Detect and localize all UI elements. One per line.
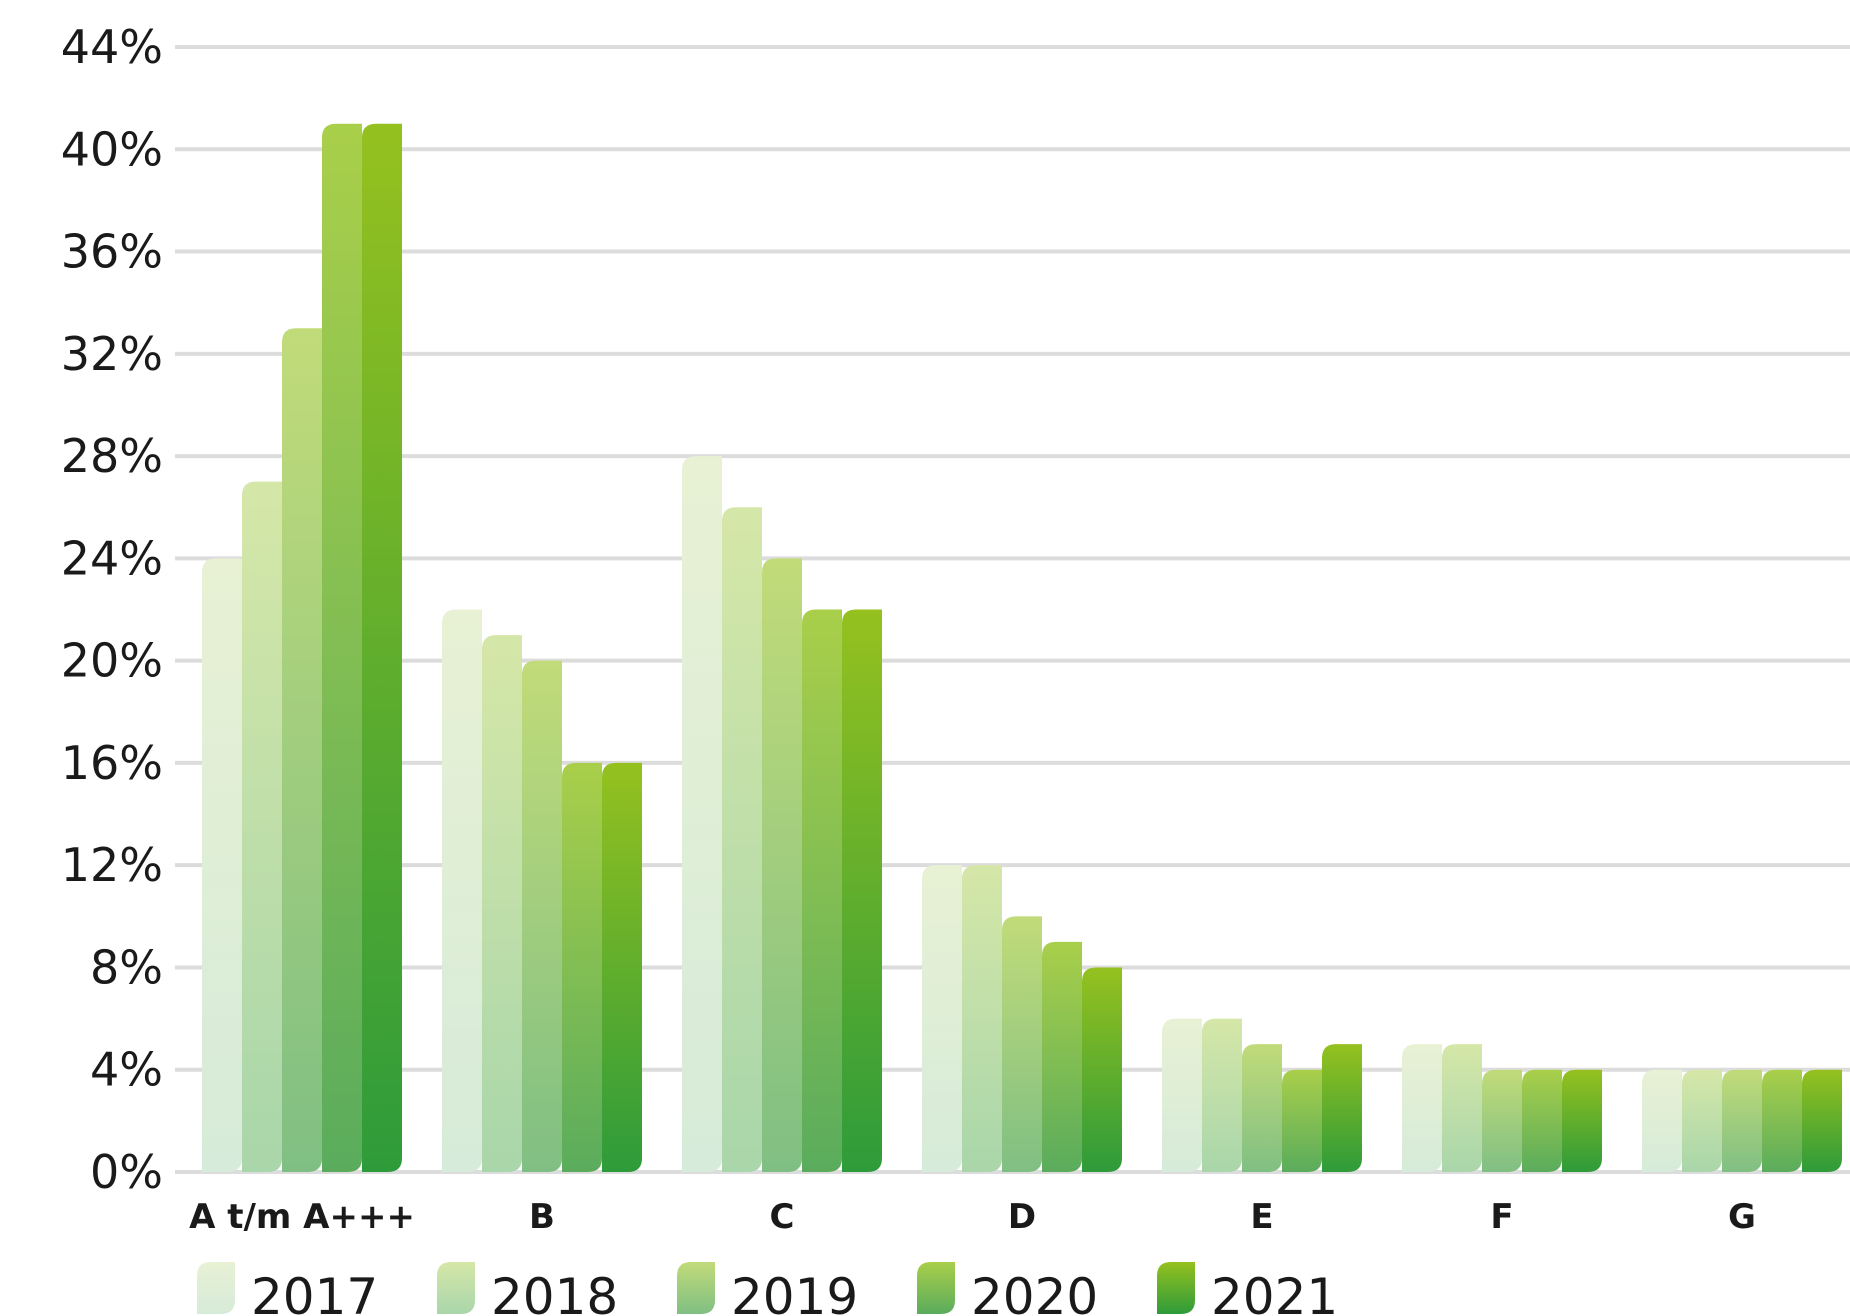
bar <box>1002 916 1042 1172</box>
bar <box>282 328 322 1172</box>
y-tick-label: 32% <box>61 327 163 381</box>
y-tick-label: 28% <box>61 429 163 483</box>
legend-swatch <box>917 1262 955 1314</box>
bar <box>1282 1069 1322 1172</box>
x-axis-categories: A t/m A+++ B C D E F G <box>189 1197 1756 1237</box>
y-tick-label: 0% <box>90 1145 163 1199</box>
legend: 2017 2018 2019 2020 2021 <box>197 1262 1338 1316</box>
bar <box>802 609 842 1172</box>
legend-label: 2021 <box>1211 1268 1338 1316</box>
legend-label: 2019 <box>731 1268 858 1316</box>
bar <box>842 609 882 1172</box>
legend-swatch <box>437 1262 475 1314</box>
bar <box>242 481 282 1173</box>
bar <box>1722 1069 1762 1172</box>
y-tick-label: 4% <box>90 1043 163 1097</box>
x-category-label: C <box>770 1197 795 1237</box>
bar <box>202 558 242 1172</box>
bar <box>1442 1044 1482 1172</box>
legend-swatch <box>1157 1262 1195 1314</box>
bar <box>1522 1069 1562 1172</box>
bar <box>522 660 562 1172</box>
bars <box>202 123 1842 1173</box>
bar <box>362 123 402 1172</box>
x-category-label: A t/m A+++ <box>189 1197 415 1237</box>
y-tick-label: 44% <box>61 20 163 74</box>
x-category-label: G <box>1728 1197 1756 1237</box>
x-category-label: E <box>1250 1197 1273 1237</box>
legend-label: 2020 <box>971 1268 1098 1316</box>
y-tick-label: 8% <box>90 940 163 994</box>
x-category-label: B <box>529 1197 555 1237</box>
legend-swatch <box>677 1262 715 1314</box>
y-tick-label: 16% <box>61 736 163 790</box>
bar <box>482 635 522 1172</box>
y-tick-label: 36% <box>61 225 163 279</box>
bar <box>322 123 362 1172</box>
bar <box>962 865 1002 1172</box>
bar <box>1242 1044 1282 1172</box>
bar <box>1482 1069 1522 1172</box>
bar <box>1082 967 1122 1172</box>
bar <box>1042 941 1082 1172</box>
y-tick-label: 24% <box>61 531 163 585</box>
legend-swatch <box>197 1262 235 1314</box>
legend-label: 2017 <box>251 1268 378 1316</box>
bar <box>762 558 802 1172</box>
bar <box>682 456 722 1172</box>
bar <box>1162 1018 1202 1172</box>
y-axis-ticks: 0% 4% 8% 12% 16% 20% 24% 28% 32% 36% 40% 44% <box>61 20 163 1199</box>
bar <box>602 762 642 1172</box>
bar <box>562 762 602 1172</box>
bar <box>1682 1069 1722 1172</box>
bar <box>1322 1044 1362 1172</box>
bar <box>1642 1069 1682 1172</box>
bar <box>922 865 962 1172</box>
y-tick-label: 20% <box>61 634 163 688</box>
bar <box>1402 1044 1442 1172</box>
bar <box>722 507 762 1172</box>
legend-label: 2018 <box>491 1268 618 1316</box>
y-tick-label: 12% <box>61 838 163 892</box>
bar <box>1802 1069 1842 1172</box>
bar <box>1762 1069 1802 1172</box>
bar <box>442 609 482 1172</box>
x-category-label: D <box>1008 1197 1036 1237</box>
bar <box>1562 1069 1602 1172</box>
x-category-label: F <box>1490 1197 1513 1237</box>
bar <box>1202 1018 1242 1172</box>
y-tick-label: 40% <box>61 122 163 176</box>
